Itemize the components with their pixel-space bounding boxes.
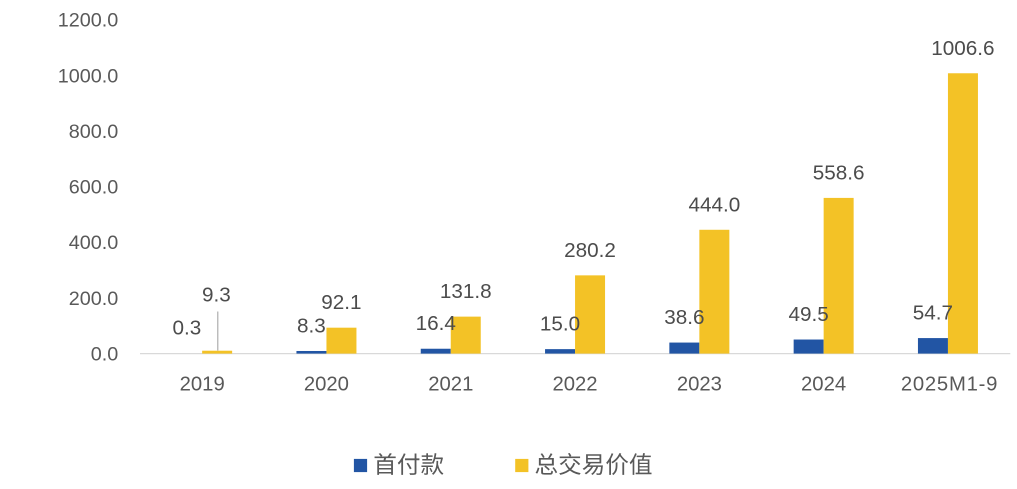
svg-text:600.0: 600.0	[69, 177, 119, 199]
svg-text:2021: 2021	[428, 374, 473, 396]
svg-text:1006.6: 1006.6	[931, 37, 994, 60]
svg-text:0.0: 0.0	[91, 344, 119, 366]
svg-text:131.8: 131.8	[440, 280, 492, 303]
svg-text:200.0: 200.0	[69, 288, 119, 310]
svg-text:400.0: 400.0	[69, 232, 119, 254]
svg-text:49.5: 49.5	[788, 303, 828, 326]
svg-text:444.0: 444.0	[689, 193, 741, 216]
svg-text:558.6: 558.6	[813, 161, 865, 184]
svg-text:2025M1-9: 2025M1-9	[901, 374, 998, 396]
svg-text:15.0: 15.0	[540, 313, 580, 336]
svg-text:8.3: 8.3	[297, 315, 326, 338]
svg-text:1000.0: 1000.0	[58, 65, 119, 87]
svg-text:2022: 2022	[552, 374, 597, 396]
svg-text:16.4: 16.4	[416, 312, 456, 335]
svg-text:9.3: 9.3	[202, 284, 231, 307]
svg-text:2020: 2020	[304, 374, 349, 396]
svg-text:2024: 2024	[801, 374, 846, 396]
svg-text:54.7: 54.7	[913, 302, 953, 325]
svg-text:0.3: 0.3	[173, 317, 202, 340]
svg-text:92.1: 92.1	[321, 291, 361, 314]
svg-text:38.6: 38.6	[664, 306, 704, 329]
svg-text:2023: 2023	[677, 374, 722, 396]
svg-text:280.2: 280.2	[564, 239, 616, 262]
svg-text:800.0: 800.0	[69, 121, 119, 143]
svg-text:1200.0: 1200.0	[58, 10, 119, 32]
svg-text:2019: 2019	[180, 374, 225, 396]
